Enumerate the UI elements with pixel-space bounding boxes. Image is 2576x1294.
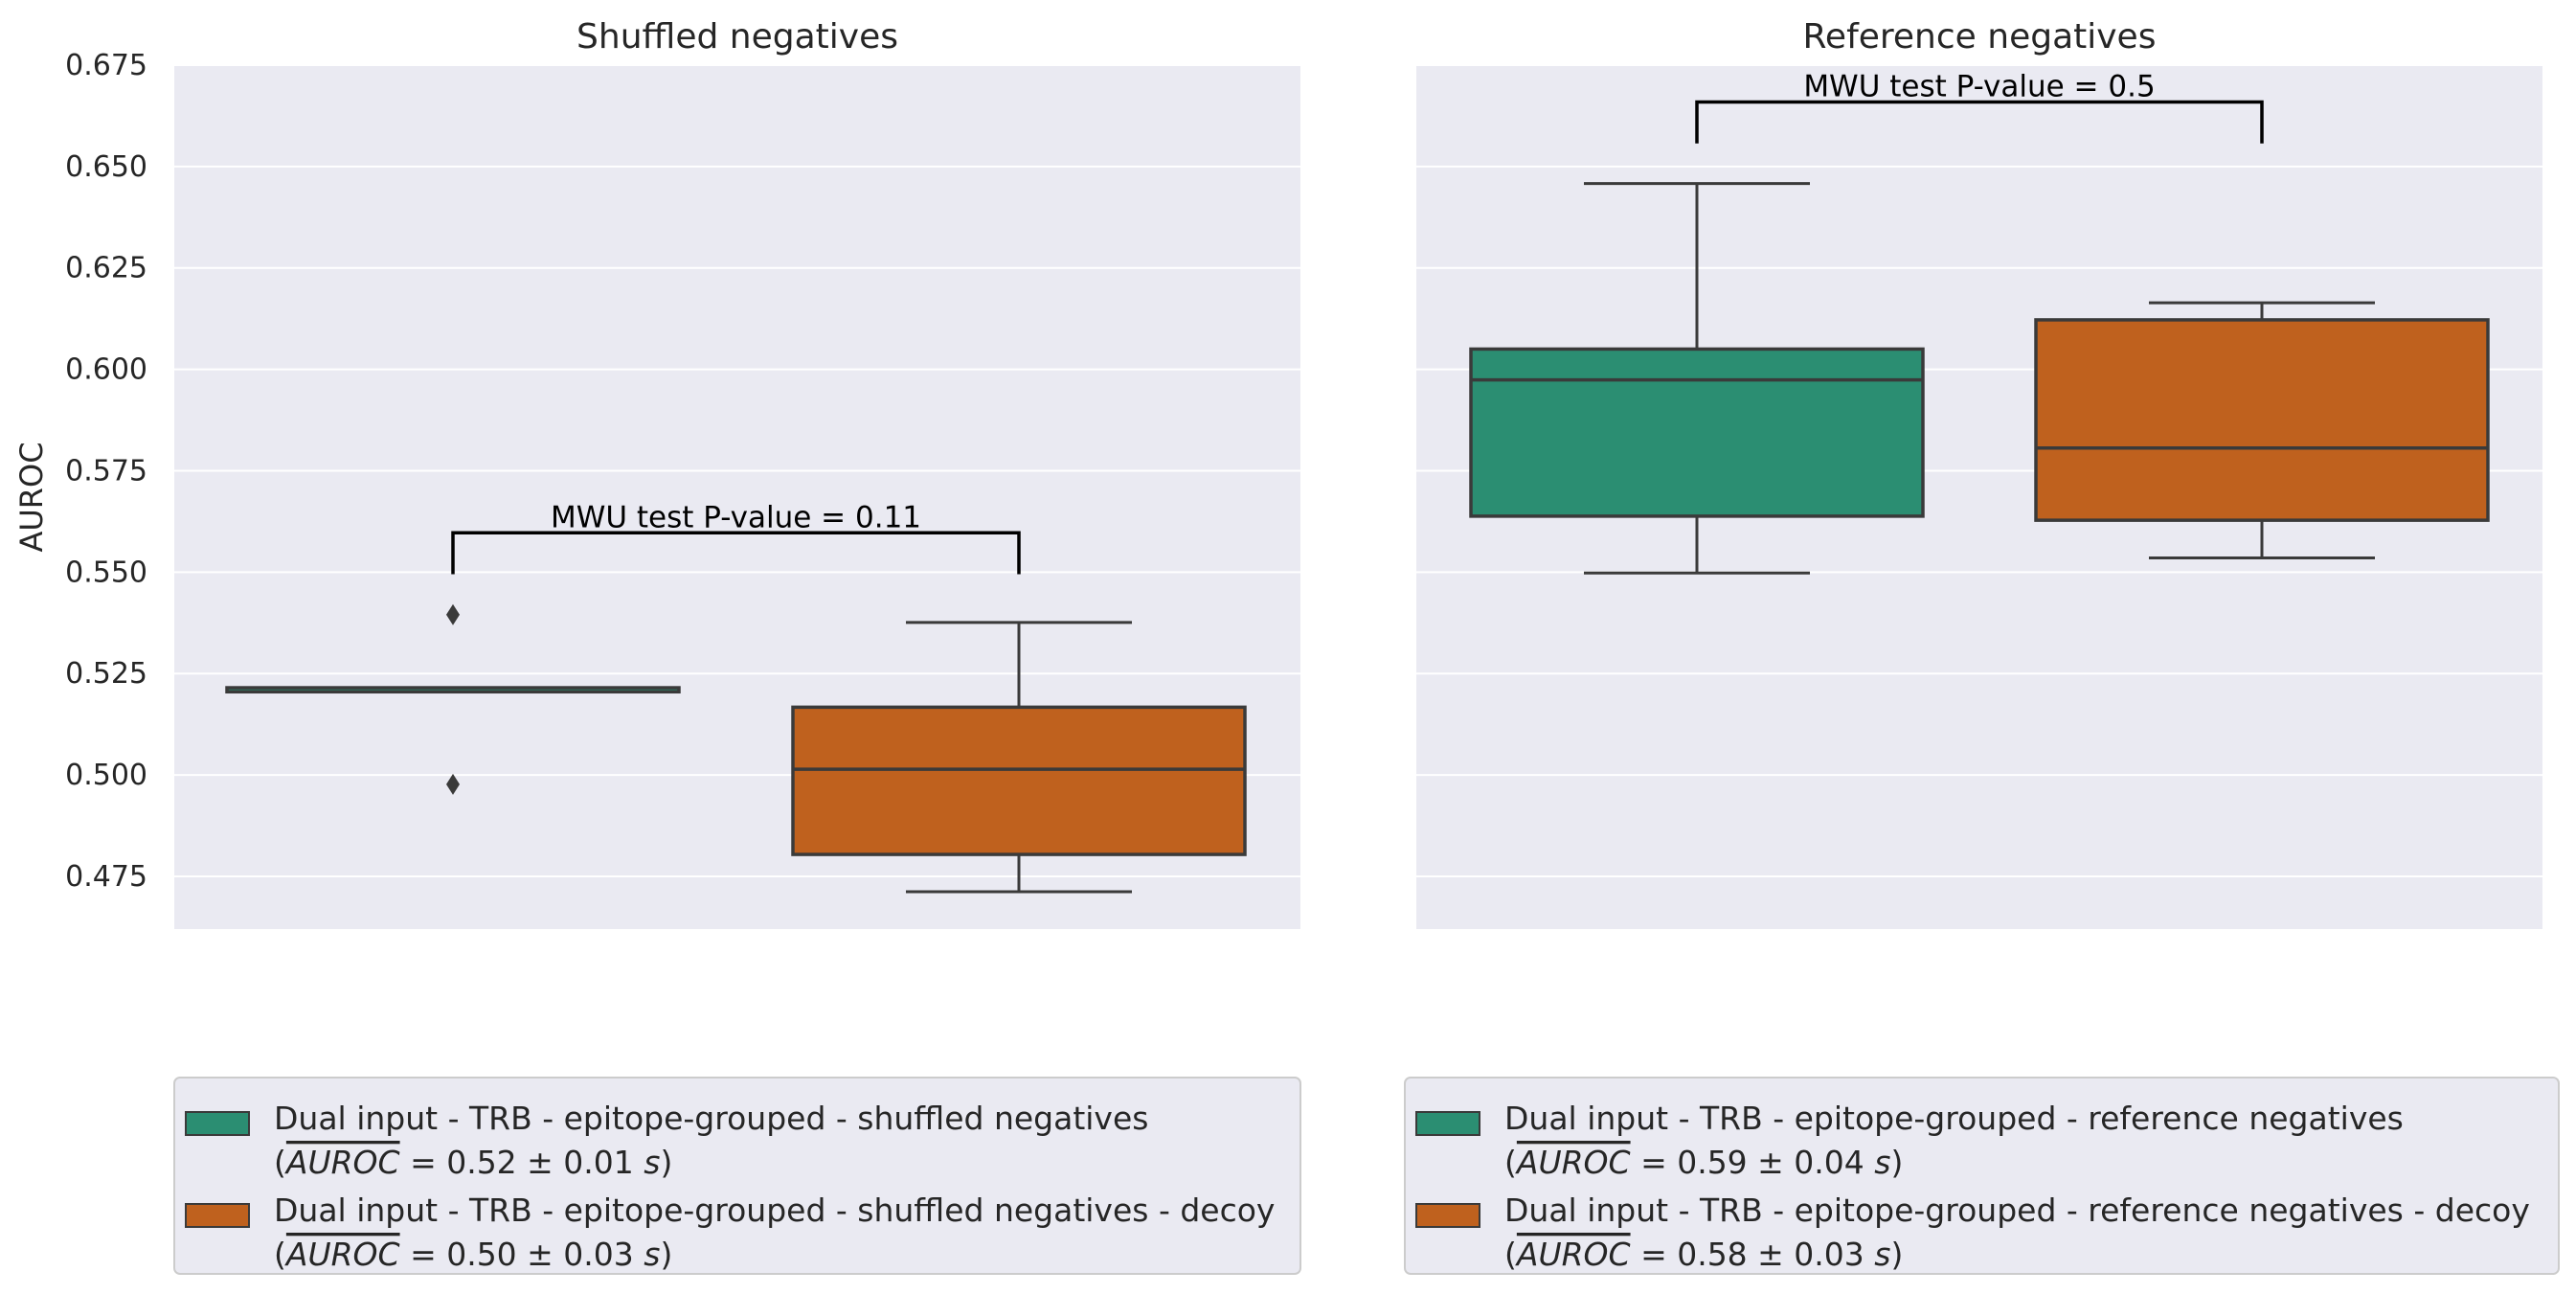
- legend-stat-unit: s: [644, 1236, 660, 1273]
- y-tick-label: 0.600: [65, 353, 147, 387]
- y-tick-label: 0.675: [65, 49, 147, 82]
- significance-bracket: [1695, 100, 2264, 144]
- box-original: [225, 603, 681, 795]
- legend-swatch: [1415, 1203, 1480, 1228]
- legend-stat-unit: s: [644, 1144, 660, 1181]
- legend-stat-value: = 0.59 ± 0.04: [1640, 1144, 1864, 1181]
- legend-entry-name: Dual input - TRB - epitope-grouped - shu…: [274, 1100, 1148, 1137]
- significance-annotation: MWU test P-value = 0.5: [1803, 70, 2155, 104]
- box-decoy: [2034, 301, 2490, 560]
- legend-paren-close: ): [1891, 1144, 1904, 1181]
- legend-stat-value: = 0.50 ± 0.03: [410, 1236, 634, 1273]
- significance-bracket: [451, 531, 1021, 575]
- significance-annotation: MWU test P-value = 0.11: [551, 500, 921, 534]
- legend-paren-close: ): [661, 1144, 673, 1181]
- panel-title: Reference negatives: [1803, 17, 2157, 57]
- box-decoy: [791, 621, 1247, 894]
- box-iqr: [1469, 347, 1925, 518]
- legend-frame: [1404, 1077, 2560, 1275]
- legend-entry-stat: (AUROC = 0.58 ± 0.03 s): [1504, 1236, 1903, 1273]
- legend-stat-value: = 0.58 ± 0.03: [1640, 1236, 1864, 1273]
- legend-paren-open: (: [274, 1236, 286, 1273]
- legend-stat-space: [400, 1236, 411, 1273]
- legend-entry-name: Dual input - TRB - epitope-grouped - shu…: [274, 1192, 1275, 1229]
- legend-stat-label: AUROC: [1515, 1144, 1631, 1181]
- legend-shuffled: Dual input - TRB - epitope-grouped - shu…: [173, 1077, 1301, 1275]
- legend-stat-space: [400, 1144, 411, 1181]
- legend-stat-space: [1631, 1144, 1641, 1181]
- legend-frame: [173, 1077, 1301, 1275]
- y-tick-label: 0.650: [65, 150, 147, 184]
- legend-entry-stat: (AUROC = 0.50 ± 0.03 s): [274, 1236, 672, 1273]
- panel-reference-negatives: Reference negatives MWU test P-value = 0.…: [1416, 17, 2542, 929]
- y-tick-label: 0.475: [65, 860, 147, 894]
- box-iqr: [2034, 318, 2490, 522]
- y-tick-label: 0.525: [65, 657, 147, 691]
- outlier-marker: [446, 773, 460, 795]
- panel-shuffled-negatives: 0.475 0.500 0.525 0.550 0.575 0.600 0.625 0.650…: [13, 17, 1300, 929]
- legend-entry-name: Dual input - TRB - epitope-grouped - ref…: [1504, 1192, 2530, 1229]
- legend-swatch: [1415, 1111, 1480, 1136]
- legend-paren-open: (: [1504, 1144, 1517, 1181]
- legend-stat-space: [634, 1236, 644, 1273]
- legend-stat-space: [1631, 1236, 1641, 1273]
- y-tick-label: 0.575: [65, 454, 147, 488]
- legend-swatch: [185, 1203, 250, 1228]
- panel-title: Shuffled negatives: [576, 17, 898, 57]
- legend-stat-space: [1864, 1236, 1875, 1273]
- legend-paren-open: (: [1504, 1236, 1517, 1273]
- legend-reference: Dual input - TRB - epitope-grouped - ref…: [1404, 1077, 2560, 1275]
- y-axis-label: AUROC: [13, 442, 50, 552]
- box-iqr: [791, 705, 1247, 856]
- legend-stat-label: AUROC: [284, 1144, 400, 1181]
- legend-stat-label: AUROC: [284, 1236, 400, 1273]
- legend-stat-unit: s: [1874, 1144, 1890, 1181]
- y-tick-label: 0.550: [65, 556, 147, 589]
- legend-stat-space: [634, 1144, 644, 1181]
- legend-paren-close: ): [661, 1236, 673, 1273]
- legend-stat-label: AUROC: [1515, 1236, 1631, 1273]
- y-tick-label: 0.625: [65, 252, 147, 285]
- legend-stat-unit: s: [1874, 1236, 1890, 1273]
- box-original: [1469, 182, 1925, 575]
- legend-stat-space: [1864, 1144, 1875, 1181]
- legend-entry-stat: (AUROC = 0.52 ± 0.01 s): [274, 1144, 672, 1181]
- outlier-marker: [446, 603, 460, 625]
- legend-entry-stat: (AUROC = 0.59 ± 0.04 s): [1504, 1144, 1903, 1181]
- y-tick-label: 0.500: [65, 759, 147, 792]
- legend-paren-open: (: [274, 1144, 286, 1181]
- legend-paren-close: ): [1891, 1236, 1904, 1273]
- legend-entry-name: Dual input - TRB - epitope-grouped - ref…: [1504, 1100, 2404, 1137]
- legend-stat-value: = 0.52 ± 0.01: [410, 1144, 634, 1181]
- legend-swatch: [185, 1111, 250, 1136]
